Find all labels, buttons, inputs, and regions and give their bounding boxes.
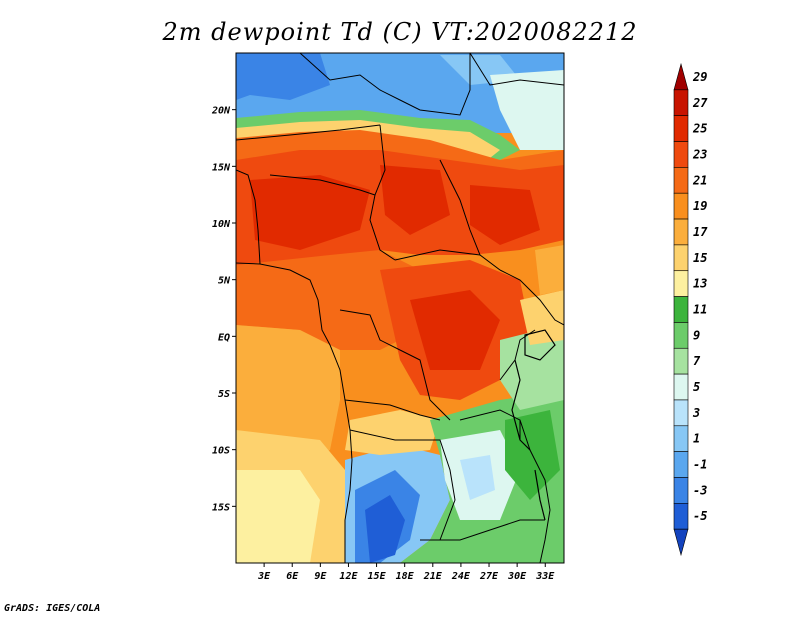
colorbar-label: 11 (693, 303, 707, 317)
colorbar-segment (673, 167, 689, 194)
colorbar-label: 5 (693, 380, 700, 394)
colorbar-segment (673, 141, 689, 168)
lat-tick-label: 20N (211, 106, 231, 117)
colorbar-label: 7 (693, 354, 701, 368)
lon-tick-label: 27E (479, 571, 499, 582)
colorbar-segment (673, 503, 689, 530)
colorbar-segment (673, 270, 689, 297)
boundaries (236, 53, 564, 563)
lon-tick-label: 15E (368, 571, 387, 582)
longitude-axis: 3E 6E 9E 12E 15E 18E 21E 24E 27E 30E 33E (257, 563, 555, 582)
colorbar-label: 25 (692, 122, 707, 136)
colorbar-label: 15 (693, 251, 707, 265)
lat-tick-label: 10N (212, 219, 231, 230)
lat-tick-label: 5S (218, 389, 230, 400)
lon-tick-label: 12E (339, 571, 358, 582)
lon-tick-label: 6E (286, 571, 299, 582)
colorbar-label: 9 (693, 328, 700, 342)
lat-tick-label: 10S (212, 446, 230, 457)
colorbar-label: 23 (692, 147, 707, 161)
colorbar-segment (673, 451, 689, 478)
colorbar-segment (673, 477, 689, 504)
lon-tick-label: 18E (396, 571, 415, 582)
colorbar-segment (673, 425, 689, 452)
colorbar-label: 1 (693, 432, 700, 446)
lon-tick-label: 24E (451, 571, 471, 582)
colorbar-segment (673, 89, 689, 116)
lat-tick-label: 5N (218, 276, 231, 287)
lat-tick-label: EQ (218, 332, 230, 343)
colorbar-segment (673, 218, 689, 246)
colorbar-segment (673, 115, 689, 142)
colorbar-label: 21 (692, 173, 707, 187)
colorbar-segment (673, 62, 689, 91)
grads-credit: GrADS: IGES/COLA (4, 603, 101, 614)
colorbar-label: 17 (693, 225, 708, 239)
colorbar: 29 27 25 23 21 19 17 15 13 11 9 7 5 3 1 -1 -3 -5 (673, 62, 708, 557)
colorbar-label: 13 (693, 277, 707, 291)
colorbar-segment (673, 244, 689, 272)
colorbar-label: 27 (692, 96, 708, 110)
colorbar-segment (673, 347, 689, 375)
colorbar-segment (673, 373, 689, 401)
lon-tick-label: 30E (507, 571, 527, 582)
colorbar-segment (673, 192, 689, 220)
colorbar-label: 3 (692, 406, 700, 420)
lat-tick-label: 15N (212, 162, 231, 173)
lon-tick-label: 9E (314, 571, 327, 582)
colorbar-label: -1 (693, 458, 707, 472)
colorbar-segment (673, 528, 689, 557)
colorbar-label: 29 (692, 70, 707, 84)
lon-tick-label: 3E (257, 571, 271, 582)
colorbar-segment (673, 296, 689, 323)
colorbar-label: -5 (693, 509, 707, 523)
lat-tick-label: 15S (212, 502, 230, 513)
map-title: 2m dewpoint Td (C) VT:2020082212 (162, 18, 638, 46)
lon-tick-label: 21E (423, 571, 443, 582)
latitude-axis: 20N 15N 10N 5N EQ 5S 10S 15S (211, 106, 236, 513)
lon-tick-label: 33E (535, 571, 555, 582)
dewpoint-field (236, 53, 564, 563)
colorbar-segment (673, 399, 689, 427)
colorbar-segment (673, 322, 689, 349)
lakes (511, 329, 556, 521)
plot-frame (235, 52, 565, 564)
colorbar-label: -3 (693, 483, 707, 497)
colorbar-label: 19 (693, 199, 707, 213)
